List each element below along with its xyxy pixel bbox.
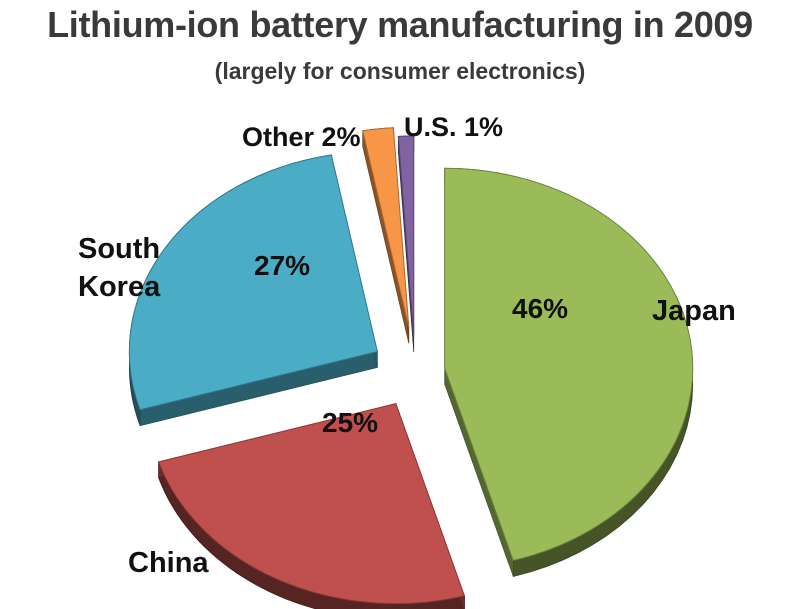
category-label-south-korea-line1: South [78, 233, 160, 265]
chart-title: Lithium-ion battery manufacturing in 200… [47, 4, 753, 45]
chart-subtitle: (largely for consumer electronics) [214, 58, 586, 84]
slice-us [397, 135, 415, 337]
category-label-china: China [128, 547, 209, 579]
data-label-south-korea: 27% [254, 250, 310, 281]
data-label-other: Other 2% [242, 122, 361, 152]
data-label-china: 25% [322, 407, 378, 438]
category-label-south-korea-line2: Korea [78, 271, 161, 303]
slice-other [362, 127, 410, 328]
data-label-us: U.S. 1% [404, 112, 503, 142]
pie-slices [128, 127, 694, 609]
slice-south-korea [128, 154, 378, 411]
slice-japan [444, 167, 694, 562]
category-label-japan: Japan [652, 295, 736, 327]
slice-china [157, 403, 466, 605]
data-label-japan: 46% [512, 293, 568, 324]
